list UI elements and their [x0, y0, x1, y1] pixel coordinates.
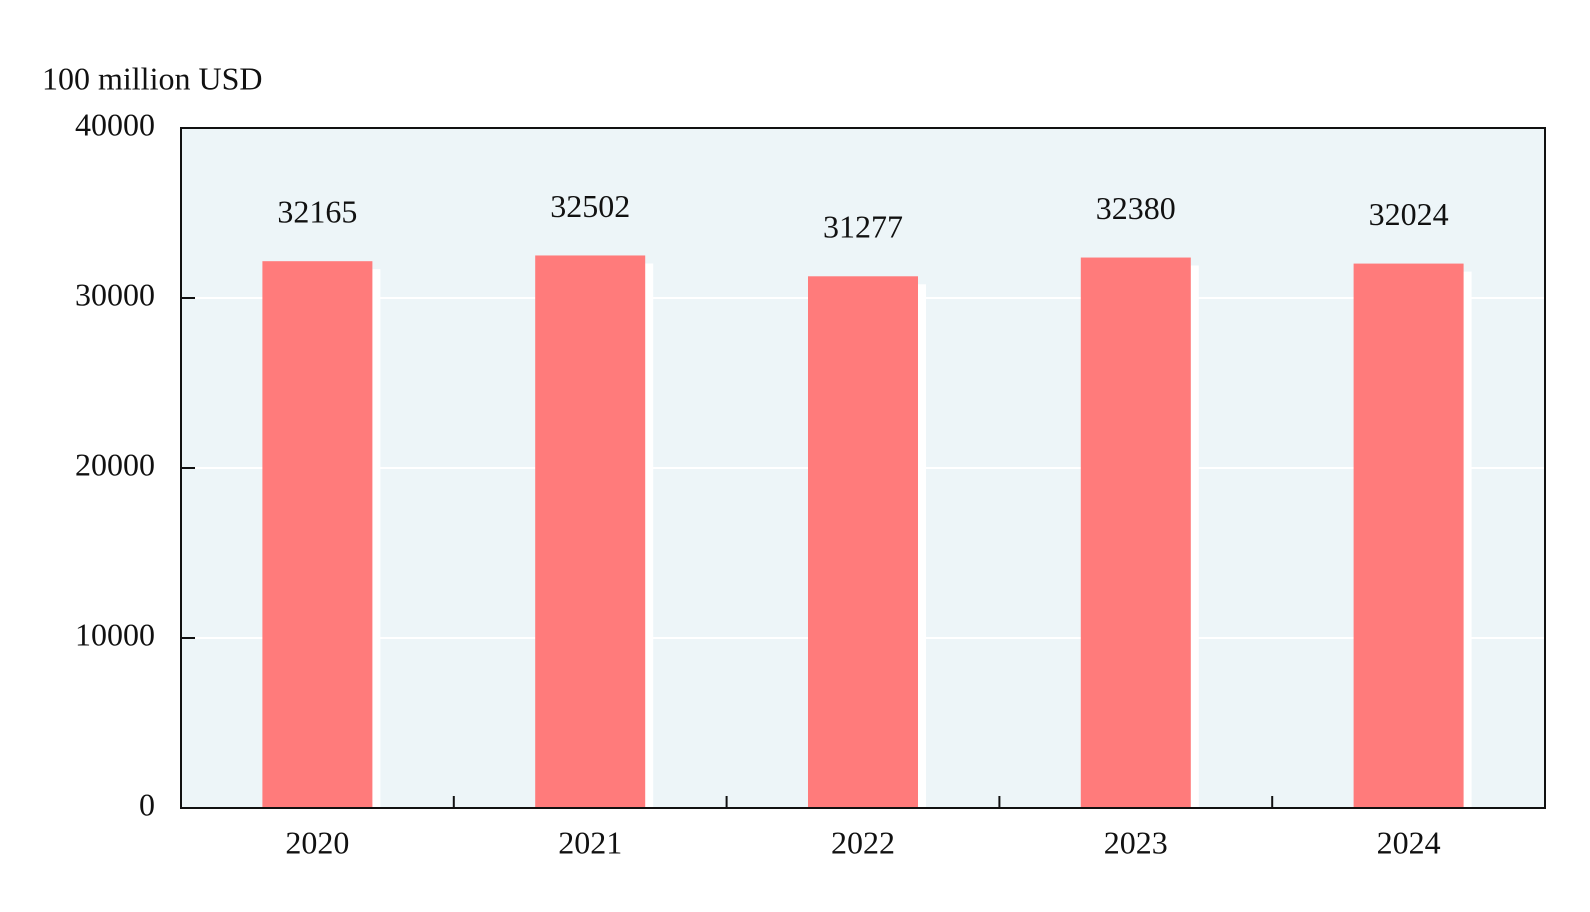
y-tick-label: 0 [139, 786, 155, 822]
data-label: 32165 [277, 194, 357, 230]
x-tick-label: 2024 [1377, 824, 1441, 860]
bar [535, 255, 646, 808]
bar [1353, 263, 1464, 808]
y-axis-label: 100 million USD [42, 60, 262, 96]
x-tick-label: 2021 [558, 824, 622, 860]
y-tick-label: 20000 [75, 446, 155, 482]
x-tick-label: 2022 [831, 824, 895, 860]
y-tick-label: 10000 [75, 616, 155, 652]
bar [262, 261, 373, 808]
bar [808, 276, 918, 808]
data-label: 32380 [1096, 190, 1176, 226]
data-label: 31277 [823, 209, 903, 245]
y-tick-label: 30000 [75, 276, 155, 312]
data-label: 32502 [550, 188, 630, 224]
y-tick-label: 40000 [75, 106, 155, 142]
plot-frame [180, 127, 1546, 809]
x-tick-label: 2023 [1104, 824, 1168, 860]
data-label: 32024 [1369, 196, 1449, 232]
x-tick-label: 2020 [285, 824, 349, 860]
bar [1080, 257, 1191, 808]
